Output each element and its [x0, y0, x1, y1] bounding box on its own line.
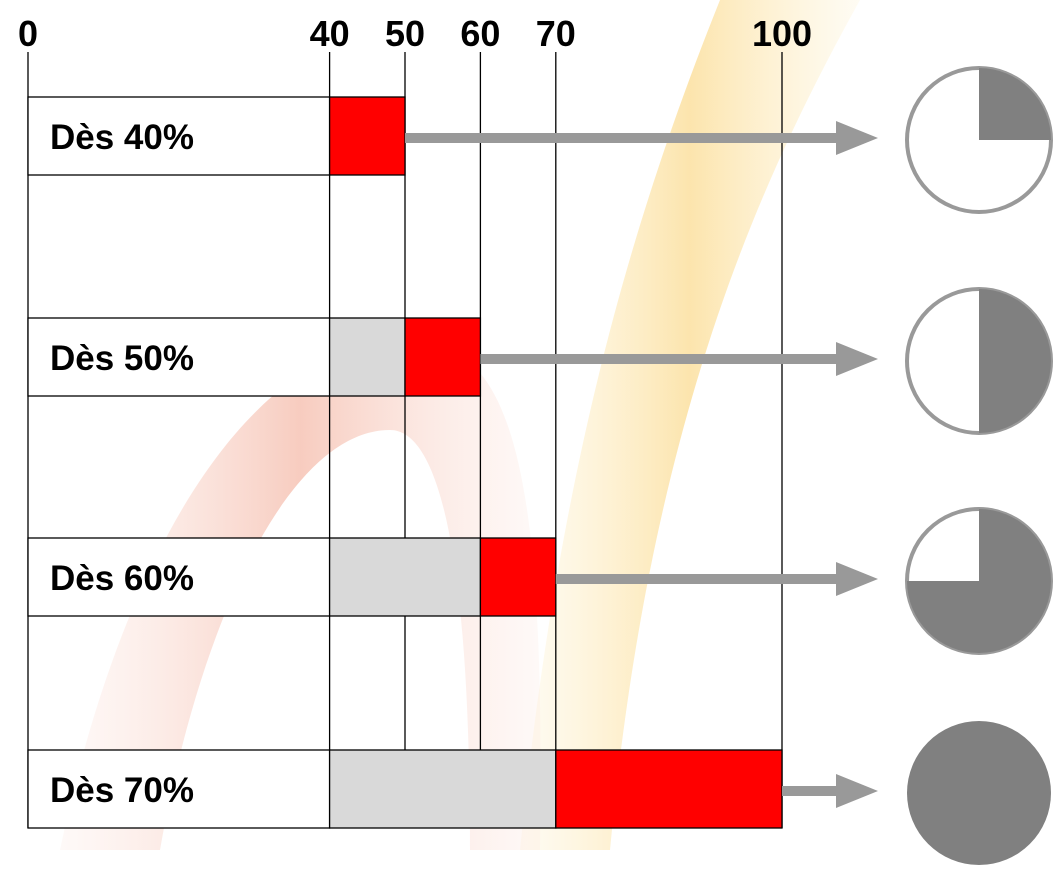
gridlines	[27, 52, 783, 828]
tick-label: 70	[536, 13, 576, 54]
rows: Dès 40% Dès 50% Dès 60% Dès 70%	[27, 66, 1053, 865]
row: Dès 40%	[27, 66, 1053, 214]
tick-label: 60	[460, 13, 500, 54]
tick-label: 50	[385, 13, 425, 54]
arrow	[405, 121, 878, 155]
row-label-box	[27, 749, 331, 829]
row-label-box	[27, 537, 331, 617]
pie	[907, 721, 1051, 865]
tick-labels: 0 40 50 60 70 100	[18, 13, 812, 54]
arrow	[555, 562, 878, 596]
row-label: Dès 50%	[50, 339, 194, 378]
bar-gray	[328, 749, 557, 829]
row-label: Dès 70%	[50, 771, 194, 810]
bar-red	[479, 537, 557, 617]
tick-label: 100	[752, 13, 812, 54]
tick-label: 0	[18, 13, 38, 54]
row-label: Dès 60%	[50, 559, 194, 598]
bar-red	[555, 749, 783, 829]
row-label: Dès 40%	[50, 118, 194, 157]
background-decoration	[60, 0, 860, 850]
row: Dès 70%	[27, 721, 1051, 865]
bar-gray	[328, 537, 482, 617]
pie	[905, 507, 1053, 655]
bar-red	[328, 96, 406, 176]
arrow	[782, 774, 878, 808]
pie	[905, 66, 1053, 214]
bar-gray	[328, 317, 406, 397]
row: Dès 50%	[27, 287, 1053, 435]
arrow	[480, 342, 878, 376]
tick-label: 40	[310, 13, 350, 54]
row-label-box	[27, 317, 331, 397]
bar-red	[404, 317, 482, 397]
row: Dès 60%	[27, 507, 1053, 655]
pie	[905, 287, 1053, 435]
